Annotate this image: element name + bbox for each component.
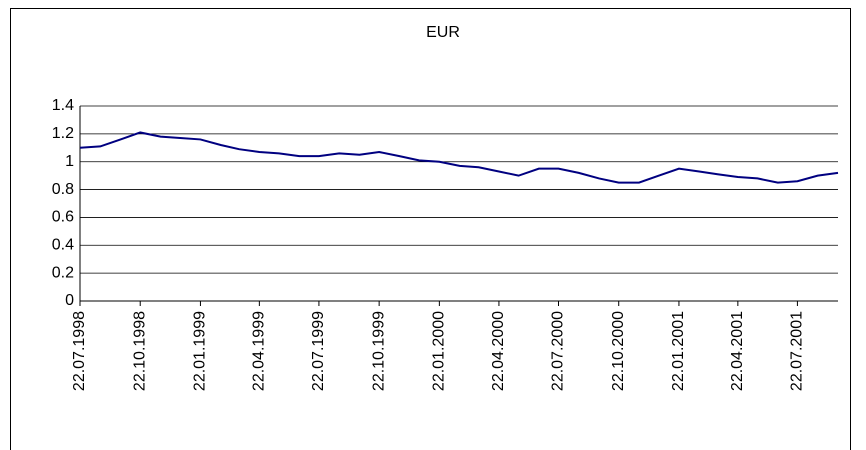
chart-frame xyxy=(10,8,851,450)
x-tick-label: 22.10.1999 xyxy=(370,311,387,391)
y-tick-label: 0.6 xyxy=(52,209,74,226)
y-tick-label: 1.4 xyxy=(52,97,74,114)
y-tick-label: 0.2 xyxy=(52,264,74,281)
x-tick-label: 22.07.2001 xyxy=(789,311,806,391)
x-tick-label: 22.04.1999 xyxy=(251,311,268,391)
x-tick-label: 22.07.2000 xyxy=(550,311,567,391)
chart-title: EUR xyxy=(426,24,460,41)
x-tick-label: 22.10.1998 xyxy=(131,311,148,391)
x-tick-label: 22.07.1998 xyxy=(71,311,88,391)
x-tick-label: 22.07.1999 xyxy=(310,311,327,391)
x-tick-label: 22.01.2000 xyxy=(431,311,448,391)
x-tick-label: 22.10.2000 xyxy=(610,311,627,391)
x-tick-label: 22.01.2001 xyxy=(670,311,687,391)
x-tick-label: 22.01.1999 xyxy=(192,311,209,391)
y-tick-label: 1 xyxy=(65,153,74,170)
y-tick-label: 0.8 xyxy=(52,181,74,198)
y-tick-label: 0.4 xyxy=(52,237,74,254)
x-tick-label: 22.04.2000 xyxy=(490,311,507,391)
x-tick-label: 22.04.2001 xyxy=(729,311,746,391)
y-tick-label: 1.2 xyxy=(52,125,74,142)
data-line xyxy=(79,131,839,184)
y-tick-label: 0 xyxy=(65,292,74,309)
